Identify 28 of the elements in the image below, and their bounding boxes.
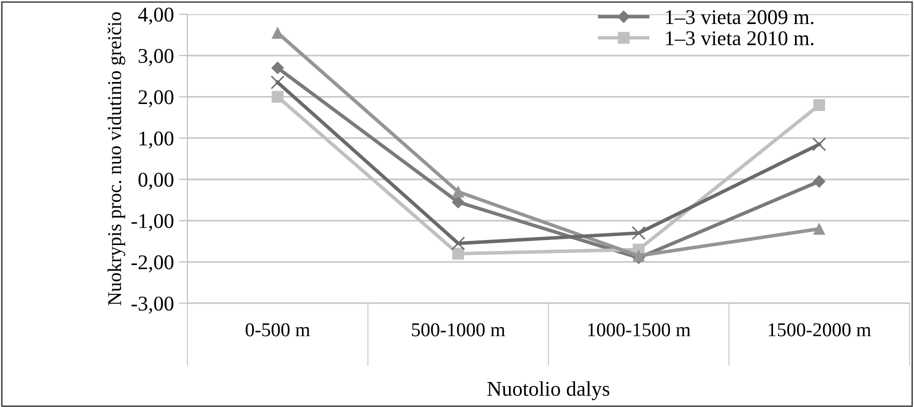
y-tick-label: 2,00 <box>138 90 174 108</box>
legend-label: 1–3 vieta 2009 m. <box>666 10 814 24</box>
point <box>812 137 826 152</box>
y-tick-label: 4,00 <box>138 8 174 25</box>
y-axis-title: Nuokrypis proc. nuo vidutinio greičio <box>108 12 126 306</box>
y-tick-label: -1,00 <box>132 214 174 232</box>
x-tick-label: 1500-2000 m <box>768 323 871 336</box>
point <box>632 250 645 262</box>
y-tick-label: 1,00 <box>140 131 174 149</box>
point <box>270 75 285 90</box>
point <box>812 175 826 188</box>
x-tick-label: 0-500 m <box>246 323 310 336</box>
x-axis-title: Nuotolio dalys <box>487 381 610 400</box>
point <box>272 90 284 103</box>
point <box>632 226 646 240</box>
point <box>452 248 464 260</box>
y-tick-label: -3,00 <box>132 296 174 314</box>
point <box>813 99 826 111</box>
point <box>452 186 464 198</box>
y-tick-label: 3,00 <box>138 48 174 66</box>
legend-label: 1–3 vieta 2010 m. <box>666 31 814 46</box>
point <box>451 236 466 250</box>
y-tick-label: -2,00 <box>132 255 174 272</box>
point <box>813 223 826 235</box>
y-tick-label: 0,00 <box>138 172 174 190</box>
x-tick-label: 1000-1500 m <box>588 323 690 336</box>
x-tick-label: 500-1000 m <box>412 323 506 336</box>
point <box>271 62 284 74</box>
